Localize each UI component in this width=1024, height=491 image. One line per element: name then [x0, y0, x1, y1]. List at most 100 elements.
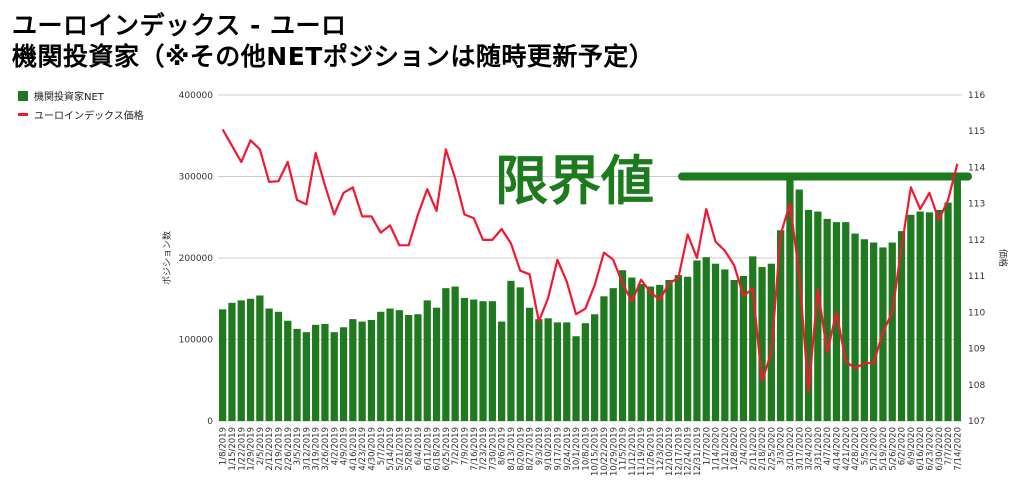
chart-title-line2: 機関投資家（※その他NETポジションは随時更新予定） — [12, 42, 655, 71]
y2-tick-label: 109 — [968, 345, 985, 355]
bar — [228, 302, 236, 421]
bar — [460, 297, 469, 421]
bar — [888, 242, 896, 421]
bar — [814, 211, 822, 421]
x-tick-label: 10/15/2019 — [591, 427, 601, 476]
x-tick-label: 2/18/2020 — [758, 427, 768, 471]
x-tick-label: 4/9/2019 — [340, 427, 350, 465]
y2-tick-label: 108 — [968, 381, 985, 391]
bar — [795, 189, 803, 421]
bar — [600, 296, 608, 421]
x-tick-label: 7/2/2019 — [451, 427, 461, 465]
axes: 0 100000 200000 300000 400000 107 108 109 110 111… — [161, 91, 1009, 476]
x-tick-label: 1/14/2020 — [712, 427, 722, 471]
x-tick-label: 1/15/2019 — [228, 427, 238, 471]
x-tick-label: 1/8/2019 — [219, 427, 229, 465]
bar — [674, 275, 682, 421]
x-tick-label: 10/29/2019 — [609, 427, 619, 476]
bar — [860, 239, 868, 421]
x-tick-label: 3/5/2019 — [293, 427, 303, 465]
x-tick-label: 6/30/2020 — [935, 427, 945, 471]
bar — [721, 269, 729, 421]
x-tick-label: 2/12/2019 — [265, 427, 275, 471]
x-tick-label: 7/7/2020 — [944, 427, 954, 465]
threshold-annotation: 限界値 — [495, 151, 654, 212]
x-tick-label: 2/5/2019 — [256, 427, 266, 465]
x-tick-label: 8/20/2019 — [516, 427, 526, 471]
x-tick-label: 3/19/2019 — [312, 427, 322, 471]
x-tick-label: 9/24/2019 — [563, 427, 573, 471]
bar — [702, 257, 710, 421]
x-tick-label: 8/27/2019 — [526, 427, 536, 471]
y2-tick-label: 111 — [968, 272, 985, 282]
x-tick-label: 2/26/2019 — [284, 427, 294, 471]
bar — [432, 307, 441, 421]
x-tick-label: 2/19/2019 — [274, 427, 284, 471]
y2-tick-label: 114 — [968, 163, 985, 173]
bar — [367, 319, 376, 421]
bar — [265, 308, 273, 421]
x-tick-label: 5/26/2020 — [888, 427, 898, 471]
bar — [804, 209, 813, 421]
x-tick-label: 6/25/2019 — [442, 427, 452, 471]
bar — [293, 328, 301, 421]
y-axis-label: ポジション数 — [161, 231, 173, 285]
x-tick-label: 11/26/2019 — [646, 427, 656, 476]
y-tick-label: 300000 — [179, 173, 214, 183]
x-tick-label: 2/25/2020 — [767, 427, 777, 471]
y2-tick-label: 116 — [968, 91, 985, 101]
y2-tick-label: 115 — [968, 127, 985, 137]
x-tick-label: 6/23/2020 — [925, 427, 935, 471]
x-tick-label: 3/3/2020 — [777, 427, 787, 465]
legend-bar-label: 機関投資家NET — [34, 92, 104, 103]
bar — [470, 299, 478, 421]
x-tick-label: 9/3/2019 — [535, 427, 545, 465]
bar — [907, 214, 915, 421]
bar — [246, 298, 255, 421]
x-tick-label: 4/16/2019 — [349, 427, 359, 471]
legend-line-swatch — [18, 113, 28, 116]
x-tick-label: 12/31/2019 — [693, 427, 703, 476]
bar-series — [219, 176, 961, 421]
x-tick-label: 5/21/2019 — [395, 427, 405, 471]
bar — [349, 319, 357, 421]
x-tick-label: 3/10/2020 — [786, 427, 796, 471]
bar — [386, 308, 394, 421]
x-tick-label: 4/2/2019 — [330, 427, 340, 465]
x-tick-label: 1/22/2019 — [237, 427, 247, 471]
x-tick-label: 7/23/2019 — [479, 427, 489, 471]
bar — [395, 310, 403, 421]
x-tick-label: 7/14/2020 — [953, 427, 963, 471]
bar — [628, 277, 636, 421]
x-tick-label: 1/29/2019 — [247, 427, 257, 471]
x-tick-label: 6/18/2019 — [433, 427, 443, 471]
bar — [591, 314, 599, 421]
bar — [405, 315, 413, 421]
chart-title-line1: ユーロインデックス - ユーロ — [12, 11, 347, 40]
x-tick-label: 3/24/2020 — [805, 427, 815, 471]
x-tick-label: 1/28/2020 — [730, 427, 740, 471]
bar — [516, 287, 524, 421]
x-tick-label: 4/28/2020 — [851, 427, 861, 471]
bar — [358, 321, 366, 421]
y-tick-label: 100000 — [179, 336, 214, 346]
bar — [711, 263, 720, 421]
legend-item-bar: 機関投資家NET — [18, 88, 144, 103]
bar — [525, 307, 534, 421]
bar — [832, 222, 841, 421]
bar — [312, 324, 320, 421]
bar — [953, 176, 961, 421]
x-tick-label: 9/10/2019 — [544, 427, 554, 471]
bar — [488, 301, 496, 421]
x-tick-label: 10/8/2019 — [581, 427, 591, 471]
bar — [944, 202, 952, 421]
x-tick-label: 9/17/2019 — [553, 427, 563, 471]
bar — [870, 242, 878, 421]
bar — [330, 332, 338, 421]
bar — [339, 327, 348, 421]
y2-tick-label: 113 — [968, 200, 985, 210]
x-tick-label: 3/17/2020 — [795, 427, 805, 471]
bar — [749, 256, 757, 421]
x-tick-label: 5/12/2020 — [870, 427, 880, 471]
